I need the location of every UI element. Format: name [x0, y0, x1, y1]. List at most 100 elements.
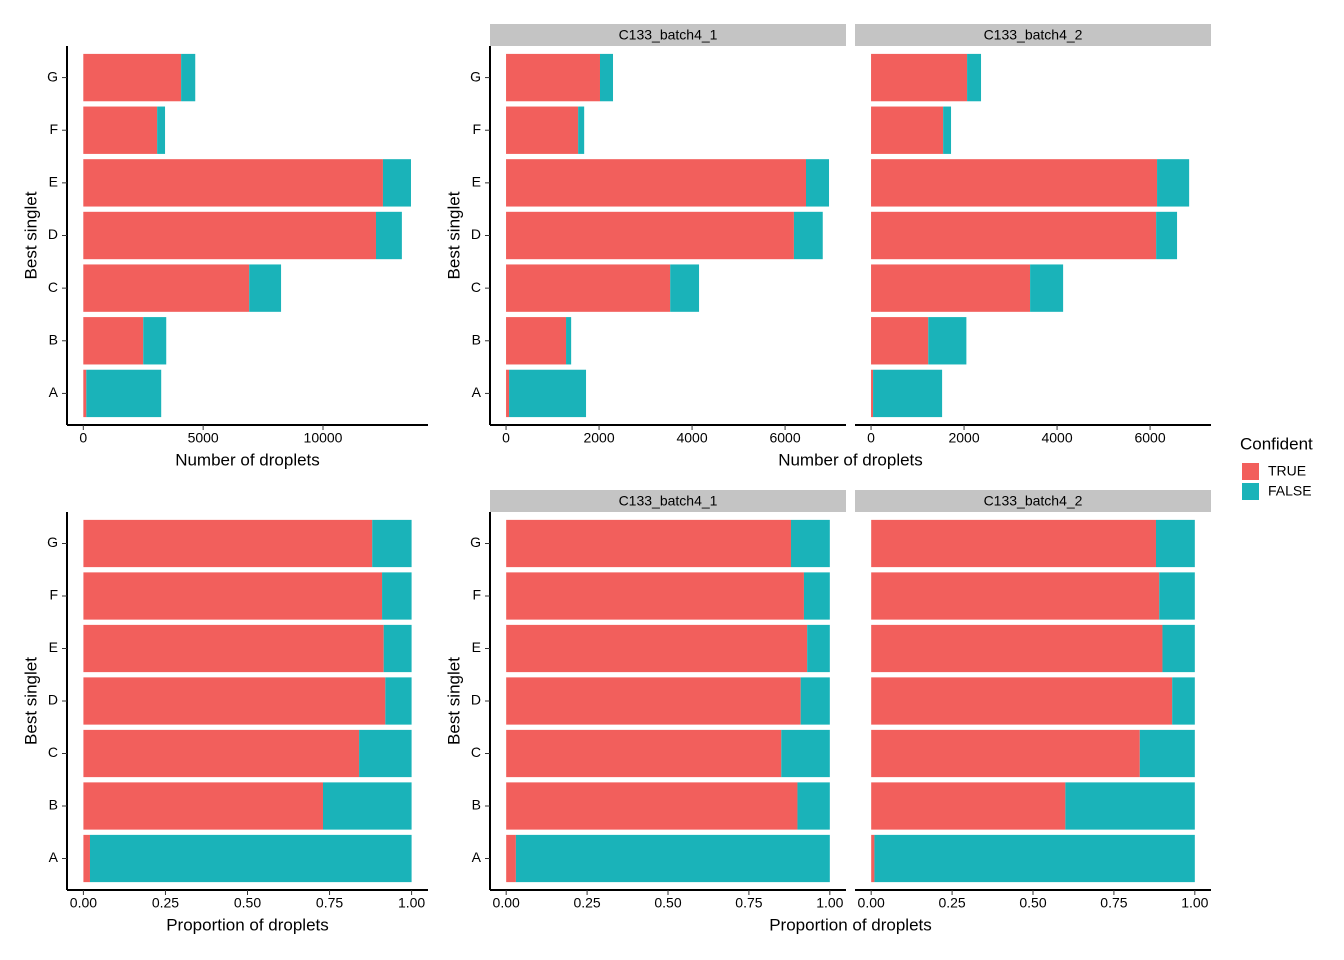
- bar-segment: [566, 317, 572, 365]
- strip-title: C133_batch4_2: [984, 27, 1083, 43]
- bar-segment: [871, 369, 874, 418]
- bar-segment: [871, 264, 1031, 312]
- bar-segment: [83, 53, 182, 102]
- x-tick-label: 6000: [769, 430, 800, 446]
- bar-segment: [871, 624, 1163, 673]
- bar-segment: [871, 211, 1157, 260]
- x-tick-label: 0.25: [938, 895, 965, 911]
- bar-segment: [506, 53, 600, 102]
- bar-segment: [1156, 211, 1178, 260]
- bar-segment: [790, 519, 830, 568]
- x-axis-title: Proportion of droplets: [166, 915, 329, 934]
- x-tick-label: 4000: [676, 430, 707, 446]
- bar-segment: [83, 677, 386, 725]
- y-tick-label: D: [48, 692, 58, 708]
- bar-segment: [515, 834, 830, 883]
- x-tick-label: 6000: [1134, 430, 1165, 446]
- y-tick-label: G: [47, 68, 58, 84]
- y-tick-label: A: [49, 849, 59, 865]
- bar-segment: [871, 834, 875, 883]
- strip-title: C133_batch4_2: [984, 493, 1083, 509]
- bar-segment: [1030, 264, 1064, 312]
- y-tick-label: A: [49, 384, 59, 400]
- bar-segment: [1155, 519, 1195, 568]
- x-tick-label: 0.25: [152, 895, 179, 911]
- legend-label: TRUE: [1268, 463, 1306, 479]
- bar-segment: [871, 782, 1066, 830]
- x-tick-label: 0.75: [735, 895, 762, 911]
- bar-segment: [375, 211, 402, 260]
- bar-segment: [506, 106, 579, 154]
- bar-segment: [83, 519, 373, 568]
- bar-segment: [506, 159, 807, 207]
- bar-segment: [871, 317, 929, 365]
- y-tick-label: B: [472, 331, 481, 347]
- bar-segment: [83, 264, 250, 312]
- x-tick-label: 0: [502, 430, 510, 446]
- bar-segment: [793, 211, 823, 260]
- bar-segment: [506, 624, 808, 673]
- bar-segment: [506, 782, 798, 830]
- bar-segment: [874, 834, 1195, 883]
- x-tick-label: 5000: [188, 430, 219, 446]
- y-axis-title: Best singlet: [21, 657, 40, 745]
- strip: [490, 24, 846, 46]
- y-tick-label: E: [472, 639, 481, 655]
- legend-key: [1242, 463, 1259, 480]
- y-tick-label: C: [471, 279, 481, 295]
- bar-segment: [249, 264, 282, 312]
- bar-segment: [506, 519, 791, 568]
- bar-segment: [928, 317, 967, 365]
- x-axis-title: Number of droplets: [778, 450, 923, 469]
- bar-segment: [506, 834, 516, 883]
- bar-segment: [578, 106, 585, 154]
- bar-segment: [670, 264, 700, 312]
- y-tick-label: A: [472, 849, 482, 865]
- bar-segment: [143, 317, 167, 365]
- bar-segment: [871, 106, 944, 154]
- bar-segment: [83, 159, 383, 207]
- x-tick-label: 1.00: [398, 895, 425, 911]
- bar-segment: [372, 519, 412, 568]
- x-tick-label: 1.00: [816, 895, 843, 911]
- bar-segment: [967, 53, 982, 102]
- bar-segment: [83, 317, 144, 365]
- y-tick-label: B: [49, 797, 58, 813]
- x-tick-label: 0.00: [493, 895, 520, 911]
- x-tick-label: 0.50: [1019, 895, 1046, 911]
- bar-segment: [157, 106, 166, 154]
- bar-segment: [506, 677, 801, 725]
- bar-segment: [86, 369, 162, 418]
- x-axis-title: Proportion of droplets: [769, 915, 932, 934]
- bar-segment: [506, 572, 804, 620]
- y-tick-label: B: [49, 331, 58, 347]
- bar-segment: [322, 782, 412, 830]
- bar-segment: [83, 369, 87, 418]
- bar-segment: [797, 782, 830, 830]
- y-tick-label: E: [49, 174, 58, 190]
- y-tick-label: E: [49, 639, 58, 655]
- x-tick-label: 10000: [304, 430, 343, 446]
- y-axis-title: Best singlet: [21, 191, 40, 279]
- x-tick-label: 0.75: [316, 895, 343, 911]
- bar-segment: [383, 624, 412, 673]
- bar-segment: [599, 53, 614, 102]
- x-tick-label: 2000: [948, 430, 979, 446]
- legend-title: Confident: [1240, 434, 1313, 453]
- bar-segment: [385, 677, 412, 725]
- bar-segment: [83, 729, 360, 778]
- bar-segment: [803, 572, 830, 620]
- bar-segment: [181, 53, 196, 102]
- bar-segment: [871, 53, 968, 102]
- bar-segment: [506, 211, 794, 260]
- bar-segment: [800, 677, 830, 725]
- bar-segment: [83, 782, 323, 830]
- bar-segment: [382, 572, 412, 620]
- x-tick-label: 0.00: [70, 895, 97, 911]
- legend-label: FALSE: [1268, 483, 1312, 499]
- bar-segment: [871, 677, 1173, 725]
- x-axis-title: Number of droplets: [175, 450, 320, 469]
- y-tick-label: E: [472, 174, 481, 190]
- bar-segment: [871, 519, 1156, 568]
- y-tick-label: F: [472, 121, 481, 137]
